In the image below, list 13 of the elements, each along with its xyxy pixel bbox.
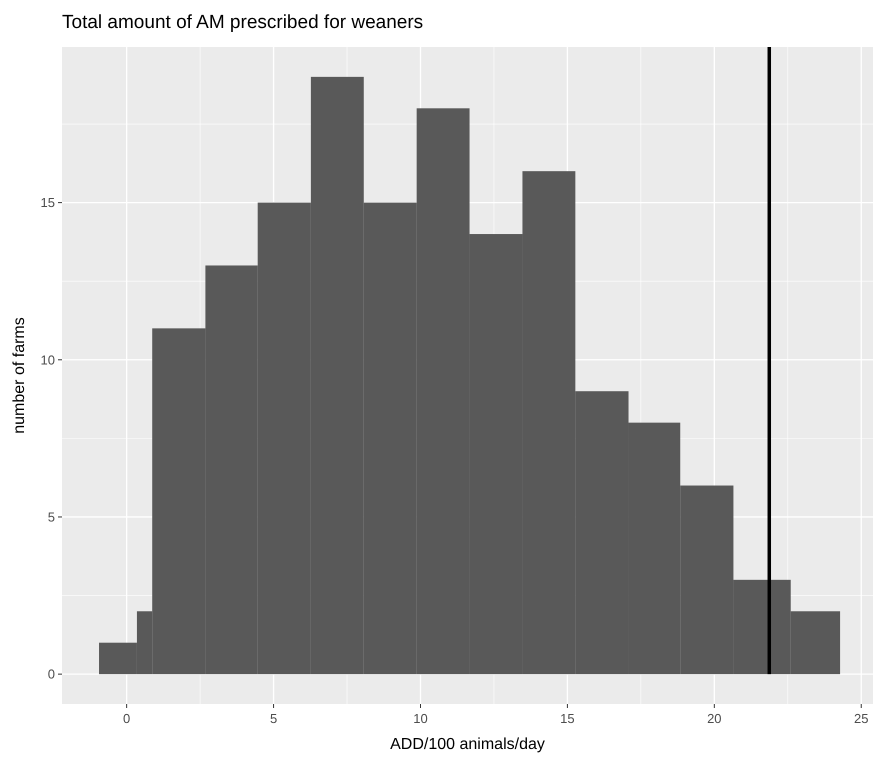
- y-tick-label: 15: [40, 195, 55, 210]
- x-tick-label: 15: [560, 711, 575, 726]
- x-tick-label: 10: [413, 711, 428, 726]
- y-tick-label: 0: [48, 666, 55, 682]
- y-tick-label: 10: [40, 352, 55, 368]
- x-tick-label: 5: [270, 711, 278, 726]
- y-axis-title: number of farms: [11, 317, 28, 434]
- y-tick-label: 5: [48, 509, 55, 524]
- x-axis-title: ADD/100 animals/day: [390, 736, 545, 753]
- chart-title: Total amount of AM prescribed for weaners: [62, 12, 424, 33]
- x-tick-label: 25: [854, 711, 868, 726]
- x-tick-label: 20: [707, 711, 722, 726]
- x-tick-label: 0: [123, 711, 130, 726]
